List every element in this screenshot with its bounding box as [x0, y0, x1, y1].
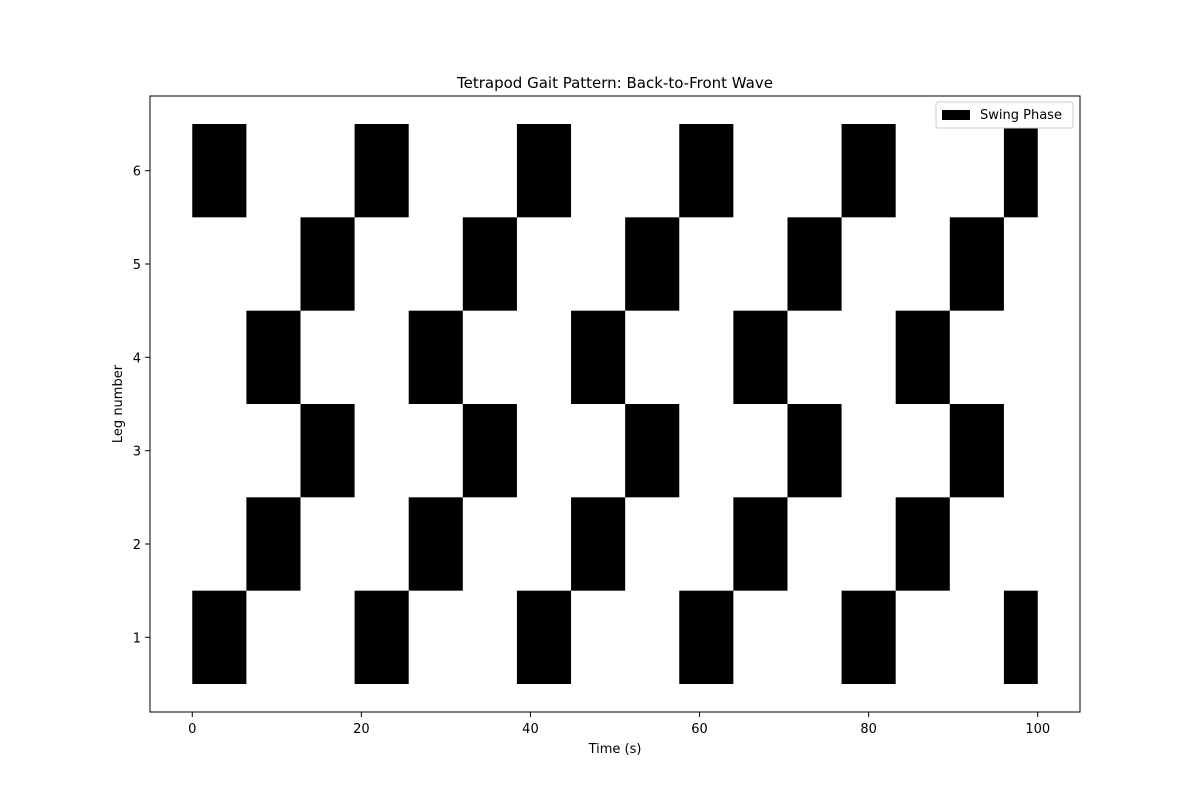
swing-bar-leg-6-31 [1003, 124, 1038, 218]
x-tick-label-0: 0 [188, 722, 196, 737]
swing-bar-leg-1-5 [1003, 590, 1038, 684]
swing-bar-leg-3-14 [787, 404, 842, 498]
swing-bar-leg-2-6 [246, 497, 301, 591]
swing-bar-leg-2-10 [895, 497, 950, 591]
swing-bar-leg-5-23 [625, 217, 680, 311]
swing-bar-leg-6-30 [841, 124, 896, 218]
swing-bar-leg-1-4 [841, 590, 896, 684]
y-axis-ticks: 1 2 3 4 5 6 [133, 165, 150, 646]
swing-bar-leg-3-13 [625, 404, 680, 498]
swing-bar-leg-2-7 [408, 497, 463, 591]
swing-bar-leg-2-9 [733, 497, 788, 591]
chart-title: Tetrapod Gait Pattern: Back-to-Front Wav… [456, 74, 773, 92]
y-tick-label-1: 1 [133, 631, 141, 646]
swing-bar-leg-6-26 [192, 124, 247, 218]
swing-bar-leg-5-22 [462, 217, 517, 311]
swing-bar-leg-1-0 [192, 590, 247, 684]
y-tick-label-6: 6 [133, 165, 141, 180]
swing-bar-leg-5-24 [787, 217, 842, 311]
swing-bar-leg-5-25 [949, 217, 1004, 311]
swing-bar-leg-4-19 [733, 310, 788, 404]
swing-bar-leg-6-29 [679, 124, 734, 218]
swing-bar-leg-4-17 [408, 310, 463, 404]
legend-swatch [942, 110, 970, 120]
swing-bar-leg-5-21 [300, 217, 355, 311]
x-tick-label-40: 40 [522, 722, 539, 737]
x-tick-label-80: 80 [860, 722, 877, 737]
swing-bar-leg-3-12 [462, 404, 517, 498]
y-tick-label-5: 5 [133, 258, 141, 273]
swing-bar-leg-4-16 [246, 310, 301, 404]
swing-phase-bars [192, 124, 1038, 684]
swing-bar-leg-3-11 [300, 404, 355, 498]
swing-bar-leg-1-3 [679, 590, 734, 684]
x-tick-label-20: 20 [353, 722, 370, 737]
plot-frame [149, 95, 1081, 713]
y-tick-label-3: 3 [133, 445, 141, 460]
legend-entry-label: Swing Phase [980, 108, 1062, 123]
x-axis-ticks: 0 20 40 60 80 100 [188, 712, 1050, 737]
x-tick-label-60: 60 [691, 722, 708, 737]
x-axis-label: Time (s) [588, 742, 642, 757]
x-tick-label-100: 100 [1025, 722, 1050, 737]
legend: Swing Phase [935, 101, 1074, 129]
y-axis-label: Leg number [111, 364, 126, 443]
swing-bar-leg-3-15 [949, 404, 1004, 498]
swing-bar-leg-4-18 [571, 310, 626, 404]
y-tick-label-2: 2 [133, 538, 141, 553]
swing-bar-leg-6-27 [354, 124, 409, 218]
y-tick-label-4: 4 [133, 351, 141, 366]
swing-bar-leg-6-28 [516, 124, 572, 218]
swing-bar-leg-1-1 [354, 590, 409, 684]
swing-bar-leg-1-2 [516, 590, 572, 684]
swing-bar-leg-2-8 [571, 497, 626, 591]
legend-frame [935, 101, 1074, 129]
swing-bar-leg-4-20 [895, 310, 950, 404]
